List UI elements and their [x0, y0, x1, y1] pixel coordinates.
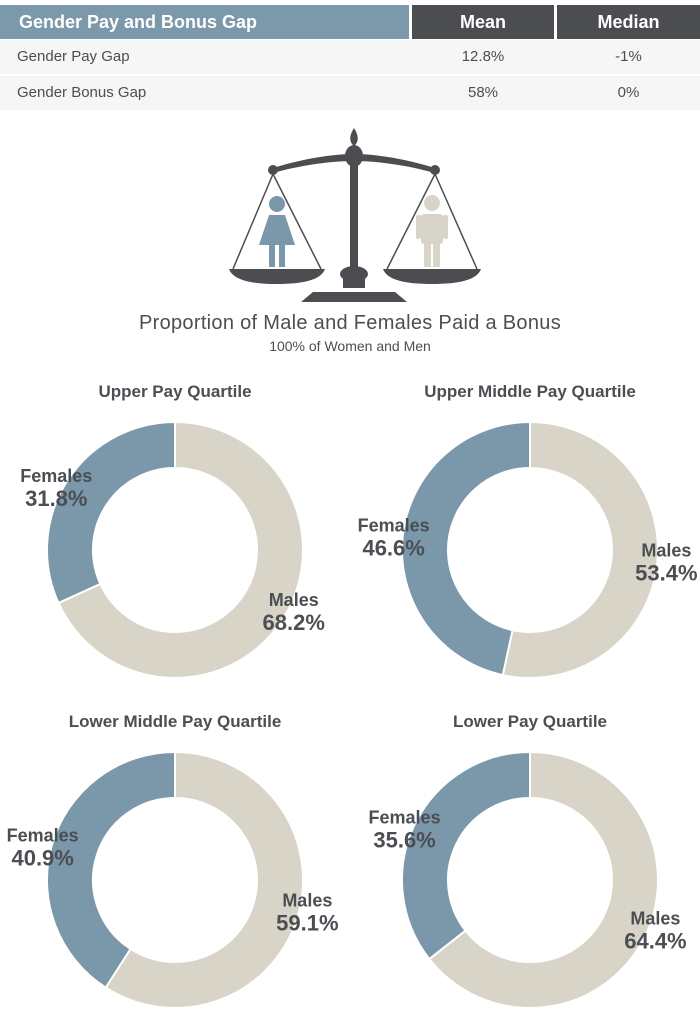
balance-scale-icon [229, 128, 481, 302]
upper-quartile-chart: Upper Pay Quartile Females 31.8% Males 68.2… [0, 382, 350, 702]
label-females-value: 35.6% [373, 828, 435, 853]
mean-value: 58% [467, 84, 499, 101]
row-label: Gender Bonus Gap [17, 84, 147, 101]
slice-males [57, 420, 304, 679]
mean-value: 12.8% [461, 48, 505, 65]
table-header-row: Gender Pay and Bonus Gap Mean Median [0, 5, 700, 39]
chart-title: Upper Pay Quartile [98, 382, 252, 401]
median-value: 0% [617, 84, 640, 101]
table-title: Gender Pay and Bonus Gap [0, 5, 409, 39]
label-females-category: Females [7, 826, 79, 846]
slice-females [46, 420, 176, 605]
lower-quartile-chart: Lower Pay Quartile Females 35.6% Males 64.4… [355, 712, 700, 1032]
label-males-value: 53.4% [635, 560, 697, 585]
slice-males [427, 750, 659, 1009]
label-females-category: Females [358, 516, 430, 536]
table-row: Gender Bonus Gap 58% 0% [0, 76, 700, 110]
upper-middle-quartile-chart: Upper Middle Pay Quartile Females 46.6% Ma… [355, 382, 700, 702]
label-males-value: 68.2% [263, 610, 325, 635]
slice-males [104, 750, 304, 1009]
label-females-category: Females [369, 808, 441, 828]
label-males-category: Males [269, 590, 319, 610]
chart-title: Lower Middle Pay Quartile [68, 712, 282, 731]
table-row: Gender Pay Gap 12.8% -1% [0, 40, 700, 74]
label-females-category: Females [20, 466, 92, 486]
label-females-value: 40.9% [11, 846, 73, 871]
slice-females [401, 420, 531, 677]
label-females-value: 31.8% [25, 486, 87, 511]
chart-title: Upper Middle Pay Quartile [424, 382, 636, 401]
median-value: -1% [615, 48, 642, 65]
row-label: Gender Pay Gap [17, 48, 130, 65]
label-males-category: Males [282, 890, 332, 910]
median-column-header: Median [557, 5, 700, 39]
slice-females [401, 750, 531, 961]
label-males-value: 64.4% [624, 928, 686, 953]
label-males-category: Males [641, 540, 691, 560]
proportion-title: Proportion of Male and Females Paid a Bo… [138, 312, 562, 334]
female-figure-icon [259, 196, 295, 267]
chart-title: Lower Pay Quartile [453, 712, 607, 731]
proportion-subtitle: 100% of Women and Men [269, 338, 431, 354]
lower-middle-quartile-chart: Lower Middle Pay Quartile Females 40.9% Ma… [0, 712, 350, 1032]
label-males-value: 59.1% [276, 910, 338, 935]
male-figure-icon [416, 195, 448, 267]
slice-females [46, 750, 176, 990]
mean-column-header: Mean [412, 5, 554, 39]
label-males-category: Males [630, 908, 680, 928]
slice-males [501, 420, 659, 679]
label-females-value: 46.6% [362, 536, 424, 561]
